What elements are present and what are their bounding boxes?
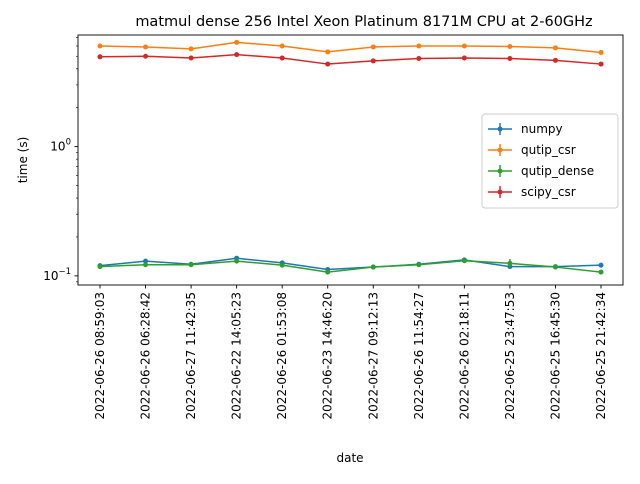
data-point-scipy_csr bbox=[370, 58, 376, 64]
y-tick-label: 10−1 bbox=[43, 267, 71, 283]
data-point-qutip_csr bbox=[370, 44, 376, 50]
data-point-qutip_csr bbox=[279, 43, 285, 49]
data-point-qutip_dense bbox=[552, 264, 558, 270]
data-point-scipy_csr bbox=[461, 55, 467, 61]
data-point-qutip_dense bbox=[234, 258, 240, 264]
data-point-qutip_dense bbox=[416, 262, 422, 268]
y-axis-ticks: 10−1 100 bbox=[43, 37, 78, 283]
y-axis-label: time (s) bbox=[16, 137, 30, 184]
x-axis-label: date bbox=[336, 451, 363, 465]
x-tick-label: 2022-06-26 11:54:27 bbox=[412, 292, 426, 419]
legend-swatch-marker bbox=[497, 126, 503, 132]
series-scipy_csr bbox=[97, 52, 604, 67]
series-line-qutip_dense bbox=[99, 259, 602, 273]
legend: numpy qutip_csr qutip_dense scipy_csr bbox=[481, 113, 619, 209]
data-point-scipy_csr bbox=[325, 61, 331, 67]
data-point-numpy bbox=[143, 258, 149, 264]
x-tick-label: 2022-06-27 09:12:13 bbox=[366, 292, 380, 419]
series-qutip_dense bbox=[97, 258, 604, 275]
data-point-scipy_csr bbox=[507, 56, 513, 62]
data-point-scipy_csr bbox=[416, 56, 422, 62]
data-point-qutip_dense bbox=[143, 262, 149, 268]
legend-label: numpy bbox=[521, 122, 563, 136]
data-point-qutip_dense bbox=[188, 262, 194, 268]
data-point-scipy_csr bbox=[279, 55, 285, 61]
series-layer bbox=[97, 39, 604, 275]
x-tick-label: 2022-06-22 14:05:23 bbox=[230, 292, 244, 419]
x-tick-label: 2022-06-25 23:47:53 bbox=[503, 292, 517, 419]
y-tick-label: 100 bbox=[50, 138, 71, 154]
x-tick-label: 2022-06-23 14:46:20 bbox=[321, 292, 335, 419]
data-point-qutip_csr bbox=[234, 39, 240, 45]
x-tick-label: 2022-06-26 08:59:03 bbox=[93, 292, 107, 419]
series-qutip_csr bbox=[97, 39, 604, 55]
data-point-scipy_csr bbox=[97, 54, 103, 60]
x-axis-ticks: 2022-06-26 08:59:03 2022-06-26 06:28:42 20… bbox=[93, 285, 608, 419]
data-point-qutip_dense bbox=[598, 269, 604, 275]
legend-label: qutip_dense bbox=[521, 164, 594, 178]
data-point-scipy_csr bbox=[143, 53, 149, 59]
x-tick-label: 2022-06-26 01:53:08 bbox=[275, 292, 289, 419]
data-point-qutip_dense bbox=[325, 269, 331, 275]
x-tick-label: 2022-06-26 02:18:11 bbox=[457, 292, 471, 419]
chart-title: matmul dense 256 Intel Xeon Platinum 817… bbox=[135, 14, 592, 30]
legend-swatch-marker bbox=[497, 147, 503, 153]
series-line-scipy_csr bbox=[99, 53, 602, 65]
series-line-qutip_csr bbox=[99, 41, 602, 54]
data-point-qutip_csr bbox=[507, 43, 513, 49]
data-point-qutip_dense bbox=[461, 258, 467, 264]
data-point-scipy_csr bbox=[234, 52, 240, 58]
x-tick-label: 2022-06-27 11:42:35 bbox=[184, 292, 198, 419]
data-point-qutip_csr bbox=[143, 44, 149, 50]
legend-box bbox=[481, 113, 619, 209]
data-point-qutip_csr bbox=[325, 49, 331, 55]
data-point-qutip_dense bbox=[279, 262, 285, 268]
data-point-qutip_csr bbox=[598, 49, 604, 55]
legend-label: qutip_csr bbox=[521, 143, 576, 157]
x-tick-label: 2022-06-25 16:45:30 bbox=[548, 292, 562, 419]
data-point-qutip_dense bbox=[507, 260, 513, 266]
data-point-qutip_dense bbox=[370, 264, 376, 270]
legend-swatch-marker bbox=[497, 189, 503, 195]
x-tick-label: 2022-06-25 21:42:34 bbox=[594, 292, 608, 419]
legend-label: scipy_csr bbox=[521, 185, 576, 199]
data-point-qutip_dense bbox=[97, 264, 103, 270]
data-point-qutip_csr bbox=[461, 43, 467, 49]
x-tick-label: 2022-06-26 06:28:42 bbox=[139, 292, 153, 419]
data-point-scipy_csr bbox=[552, 57, 558, 63]
series-line-numpy bbox=[99, 257, 602, 271]
plot-frame bbox=[77, 34, 624, 286]
data-point-qutip_csr bbox=[552, 45, 558, 51]
data-point-scipy_csr bbox=[188, 55, 194, 61]
data-point-scipy_csr bbox=[598, 61, 604, 67]
legend-swatch-marker bbox=[497, 168, 503, 174]
data-point-qutip_csr bbox=[188, 46, 194, 52]
data-point-numpy bbox=[598, 262, 604, 268]
data-point-qutip_csr bbox=[97, 43, 103, 49]
data-point-qutip_csr bbox=[416, 43, 422, 49]
